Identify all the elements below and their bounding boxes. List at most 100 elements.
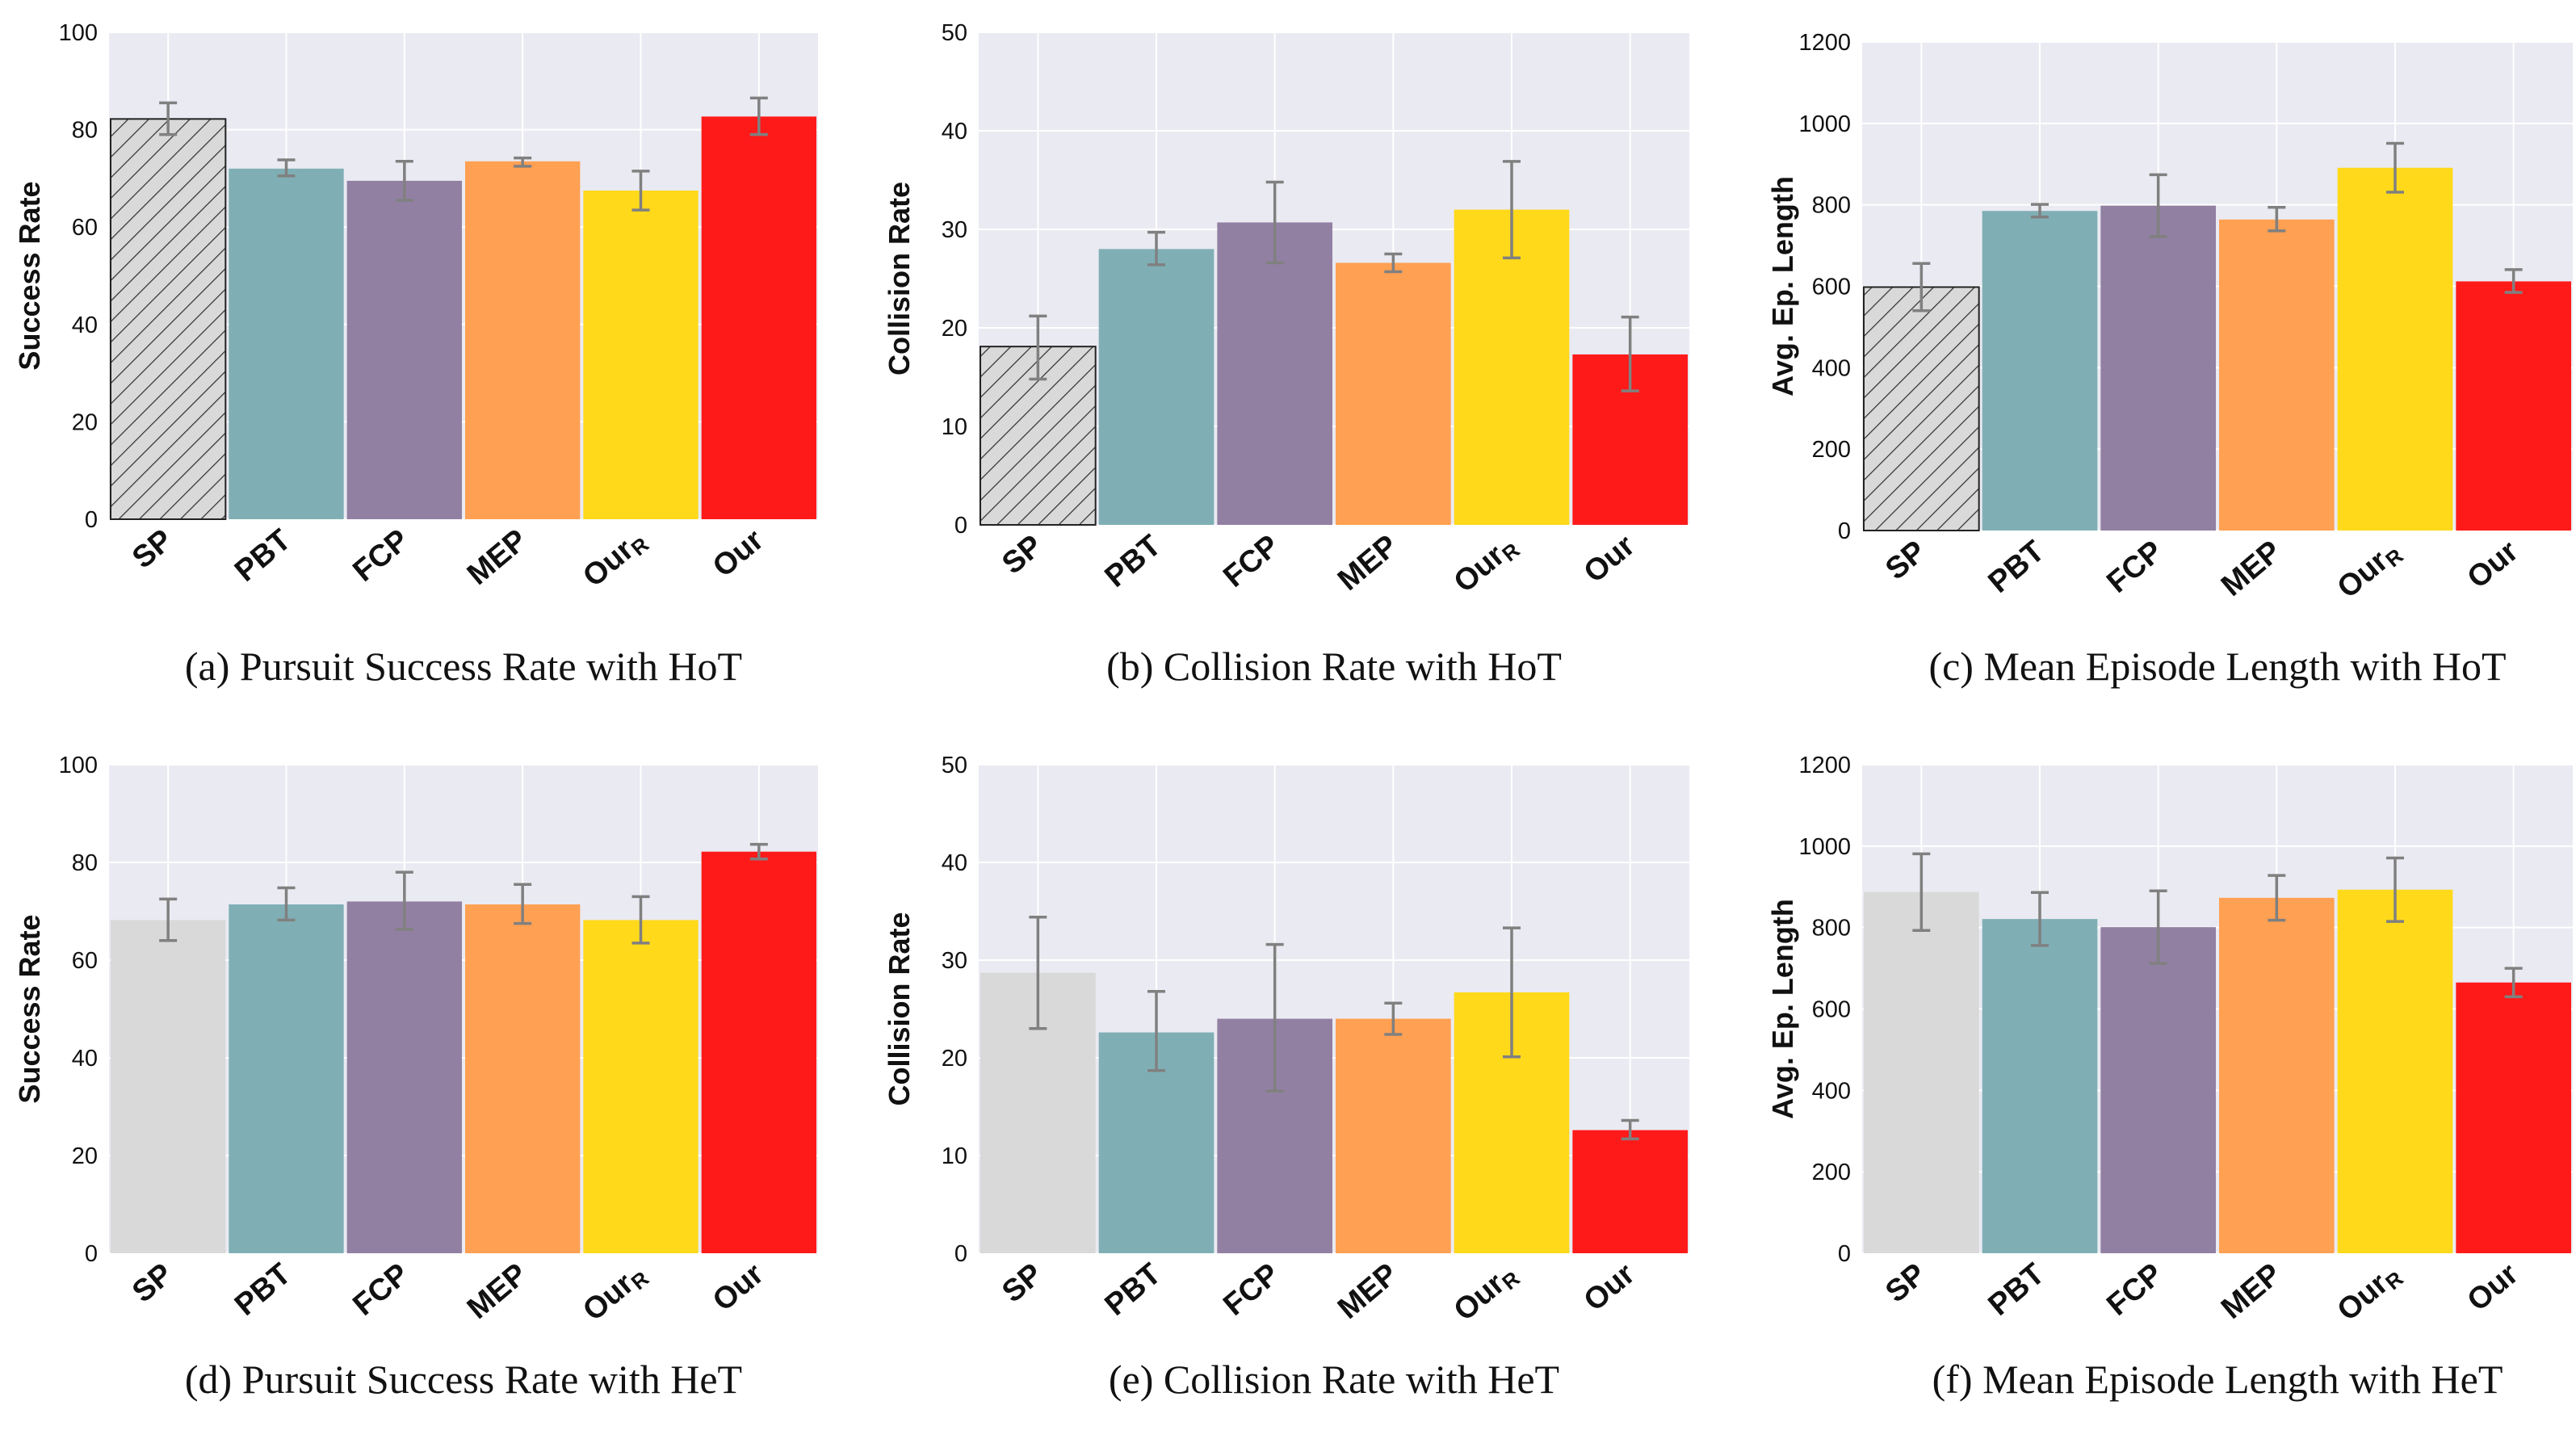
bar-pbt <box>1982 919 2098 1253</box>
error-bar <box>2268 874 2286 922</box>
x-tick-label: FCP <box>1217 1257 1286 1323</box>
bar-mep <box>2219 219 2335 531</box>
bar-fcp <box>1217 222 1332 525</box>
bar-mep <box>465 161 581 520</box>
y-tick-label: 50 <box>942 753 967 778</box>
x-tick-label: OurR <box>2331 535 2408 607</box>
bar-our-r <box>583 190 699 519</box>
x-tick-label: Our <box>2461 535 2525 596</box>
error-bar <box>1621 315 1639 392</box>
error-bar <box>2031 203 2049 219</box>
y-tick-label: 30 <box>942 948 967 974</box>
bar-our <box>701 116 816 519</box>
x-tick-label: Our <box>2461 1257 2525 1319</box>
chart-panel-d: 0 20 40 60 80 100 Success Rate SP PBT FCP MEP OurR O… <box>13 753 818 1402</box>
error-bar <box>277 158 296 178</box>
bar-our-r <box>583 920 699 1253</box>
error-bar <box>1029 314 1047 381</box>
plot-area <box>979 32 1689 525</box>
bar-mep <box>1336 262 1451 525</box>
bar-our <box>1572 1130 1688 1253</box>
x-tick-label: SP <box>996 1257 1049 1310</box>
x-tick-label: SP <box>1879 1257 1932 1310</box>
x-tick-label: Our <box>707 1257 770 1319</box>
error-bar <box>2149 173 2167 238</box>
x-tick-label: PBT <box>229 523 297 589</box>
y-tick-label: 80 <box>72 850 98 876</box>
y-axis-label: Avg. Ep. Length <box>1766 176 1799 396</box>
y-tick-label: 0 <box>85 507 98 533</box>
error-bar <box>2504 967 2523 999</box>
error-bar <box>1029 916 1047 1030</box>
y-tick-label: 60 <box>72 215 98 241</box>
chart-panel-e: 0 10 20 30 40 50 Collision Rate SP PBT FCP MEP OurR… <box>883 753 1689 1402</box>
error-bar <box>1503 160 1521 260</box>
y-tick-label: 400 <box>1812 355 1851 381</box>
y-tick-label: 30 <box>942 217 967 243</box>
bar-sp <box>111 920 226 1253</box>
y-tick-label: 50 <box>942 20 967 46</box>
chart-caption: (d) Pursuit Success Rate with HeT <box>185 1357 742 1402</box>
y-tick-label: 0 <box>1838 1241 1851 1267</box>
error-bar <box>514 883 532 925</box>
chart-caption: (c) Mean Episode Length with HoT <box>1928 644 2506 689</box>
y-tick-label: 0 <box>1838 518 1851 544</box>
bar-sp <box>1863 286 1980 531</box>
y-axis-label: Collision Rate <box>883 182 916 375</box>
x-tick-label: Our <box>1578 1257 1642 1319</box>
bar-pbt <box>1982 211 2098 531</box>
bar-fcp <box>2100 205 2216 531</box>
y-tick-label: 40 <box>942 850 967 876</box>
error-bar <box>749 842 768 861</box>
y-tick-label: 800 <box>1812 193 1851 219</box>
y-tick-label: 20 <box>942 316 967 342</box>
y-tick-label: 1200 <box>1798 753 1851 778</box>
x-tick-label: MEP <box>1332 1257 1404 1326</box>
y-tick-label: 800 <box>1812 916 1851 942</box>
error-bar <box>1147 989 1165 1072</box>
bar-our-r <box>2337 889 2453 1253</box>
error-bar <box>749 96 768 136</box>
y-axis-label: Success Rate <box>13 914 46 1103</box>
x-tick-label: OurR <box>2331 1257 2408 1330</box>
x-tick-label: SP <box>996 529 1049 581</box>
chart-panel-a: 0 20 40 60 80 100 Success Rate SP PBT FCP MEP OurR O… <box>13 20 818 689</box>
y-tick-label: 20 <box>942 1046 967 1072</box>
y-tick-label: 100 <box>59 20 98 46</box>
y-tick-label: 10 <box>942 1143 967 1169</box>
bar-our-r <box>1454 209 1570 525</box>
x-tick-label: OurR <box>1448 1257 1525 1330</box>
bar-fcp <box>346 180 462 520</box>
x-tick-label: PBT <box>1099 1257 1168 1323</box>
x-tick-label: SP <box>126 523 179 576</box>
error-bar <box>1384 252 1403 274</box>
error-bar <box>631 895 650 945</box>
x-tick-label: MEP <box>461 523 534 592</box>
error-bar <box>159 101 178 136</box>
chart-caption: (b) Collision Rate with HoT <box>1106 644 1562 689</box>
y-tick-label: 200 <box>1812 1160 1851 1185</box>
bar-our <box>2456 281 2571 531</box>
x-tick-label: OurR <box>577 1257 653 1330</box>
bar-fcp <box>2100 927 2216 1253</box>
bar-pbt <box>229 904 344 1253</box>
y-tick-label: 40 <box>942 119 967 145</box>
error-bar <box>277 886 296 922</box>
x-tick-label: FCP <box>2100 1257 2169 1323</box>
error-bar <box>1912 262 1931 313</box>
x-tick-label: OurR <box>1448 529 1525 602</box>
y-axis-label: Success Rate <box>13 181 46 370</box>
bar-our-r <box>2337 167 2453 531</box>
x-tick-label: PBT <box>1982 1257 2051 1323</box>
x-tick-label: Our <box>1578 529 1642 590</box>
plot-area <box>109 765 818 1253</box>
chart-caption: (e) Collision Rate with HeT <box>1109 1357 1559 1402</box>
bar-pbt <box>229 168 344 519</box>
x-tick-label: FCP <box>2100 535 2169 600</box>
x-tick-label: PBT <box>1099 529 1168 594</box>
error-bar <box>2149 889 2167 965</box>
bar-fcp <box>346 901 462 1253</box>
x-tick-label: SP <box>1879 535 1932 587</box>
error-bar <box>2386 141 2404 194</box>
x-tick-label: MEP <box>2215 535 2288 603</box>
